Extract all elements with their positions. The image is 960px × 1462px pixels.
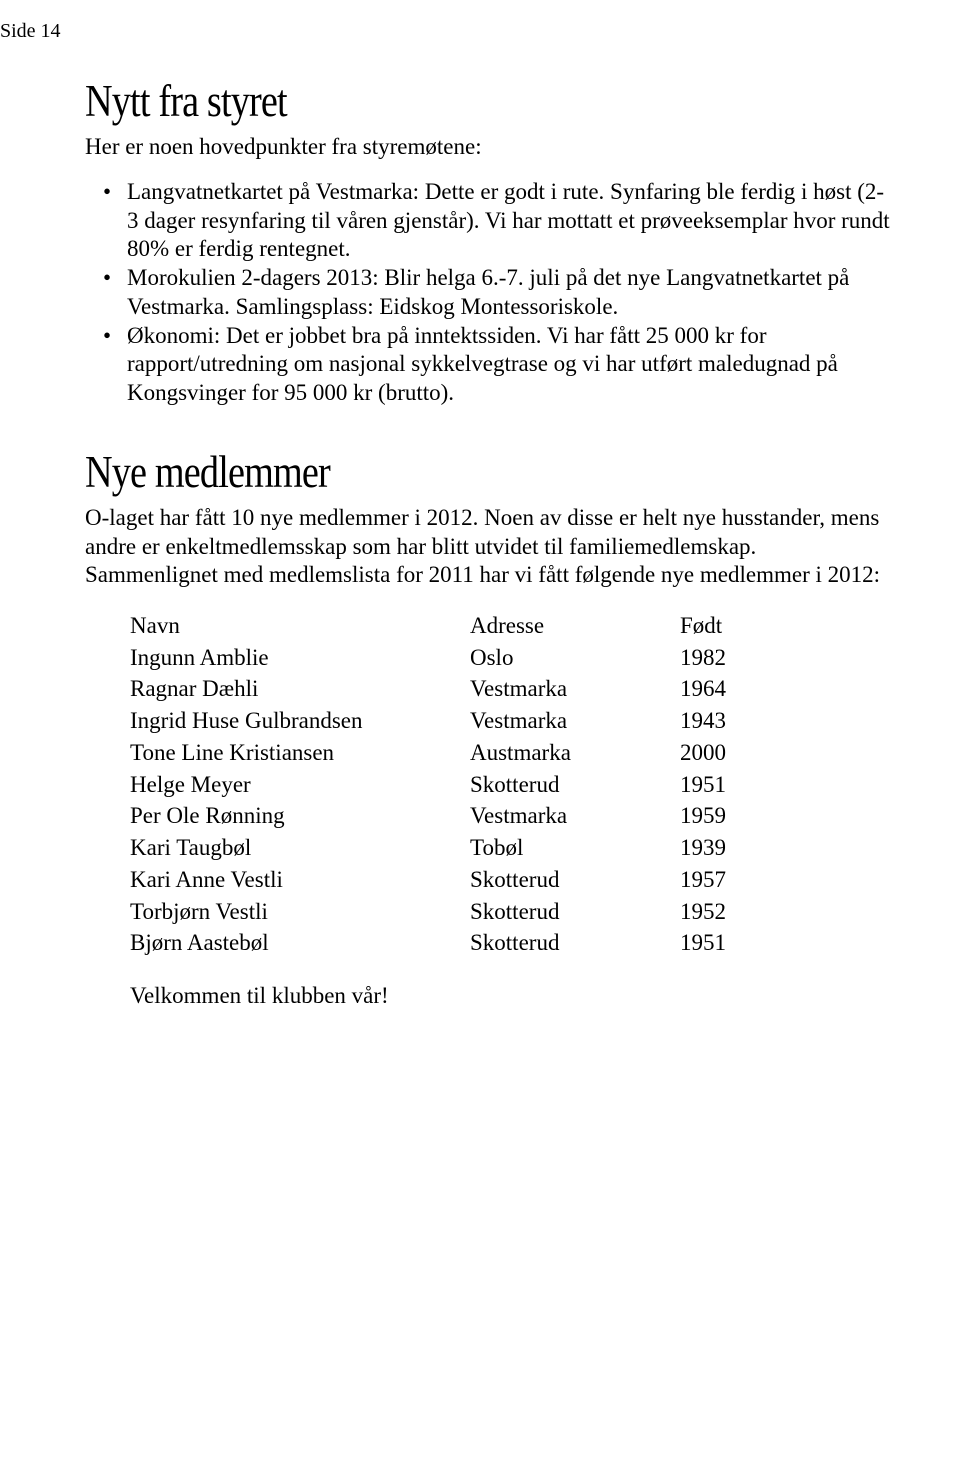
cell-address: Skotterud [470, 927, 680, 959]
cell-address: Skotterud [470, 769, 680, 801]
table-row: Bjørn Aastebøl Skotterud 1951 [130, 927, 890, 959]
section1-bullets: Langvatnetkartet på Vestmarka: Dette er … [85, 178, 890, 408]
cell-born: 1952 [680, 896, 770, 928]
cell-address: Skotterud [470, 864, 680, 896]
cell-name: Per Ole Rønning [130, 800, 470, 832]
table-row: Kari Anne Vestli Skotterud 1957 [130, 864, 890, 896]
cell-name: Bjørn Aastebøl [130, 927, 470, 959]
closing-text: Velkommen til klubben vår! [130, 983, 890, 1009]
table-row: Helge Meyer Skotterud 1951 [130, 769, 890, 801]
section1-heading: Nytt fra styret [85, 75, 769, 127]
bullet-item: Morokulien 2-dagers 2013: Blir helga 6.-… [85, 264, 890, 322]
section2-body: O-laget har fått 10 nye medlemmer i 2012… [85, 504, 890, 590]
cell-name: Helge Meyer [130, 769, 470, 801]
table-header-name: Navn [130, 610, 470, 642]
cell-born: 1943 [680, 705, 770, 737]
cell-name: Tone Line Kristiansen [130, 737, 470, 769]
cell-address: Vestmarka [470, 705, 680, 737]
bullet-item: Langvatnetkartet på Vestmarka: Dette er … [85, 178, 890, 264]
cell-name: Ingrid Huse Gulbrandsen [130, 705, 470, 737]
cell-name: Kari Anne Vestli [130, 864, 470, 896]
cell-born: 1957 [680, 864, 770, 896]
cell-born: 1964 [680, 673, 770, 705]
table-row: Ingunn Amblie Oslo 1982 [130, 642, 890, 674]
table-header-address: Adresse [470, 610, 680, 642]
table-row: Kari Taugbøl Tobøl 1939 [130, 832, 890, 864]
table-row: Per Ole Rønning Vestmarka 1959 [130, 800, 890, 832]
cell-born: 2000 [680, 737, 770, 769]
cell-address: Oslo [470, 642, 680, 674]
cell-address: Tobøl [470, 832, 680, 864]
cell-name: Ragnar Dæhli [130, 673, 470, 705]
table-header-row: Navn Adresse Født [130, 610, 890, 642]
cell-born: 1951 [680, 769, 770, 801]
table-header-born: Født [680, 610, 770, 642]
cell-address: Vestmarka [470, 673, 680, 705]
cell-address: Vestmarka [470, 800, 680, 832]
cell-address: Austmarka [470, 737, 680, 769]
cell-born: 1939 [680, 832, 770, 864]
section2-heading: Nye medlemmer [85, 446, 769, 498]
cell-address: Skotterud [470, 896, 680, 928]
cell-name: Kari Taugbøl [130, 832, 470, 864]
content-area: Nytt fra styret Her er noen hovedpunkter… [85, 75, 890, 1009]
table-row: Torbjørn Vestli Skotterud 1952 [130, 896, 890, 928]
page-number: Side 14 [0, 20, 890, 43]
table-row: Tone Line Kristiansen Austmarka 2000 [130, 737, 890, 769]
table-row: Ingrid Huse Gulbrandsen Vestmarka 1943 [130, 705, 890, 737]
cell-born: 1982 [680, 642, 770, 674]
cell-name: Ingunn Amblie [130, 642, 470, 674]
cell-name: Torbjørn Vestli [130, 896, 470, 928]
table-row: Ragnar Dæhli Vestmarka 1964 [130, 673, 890, 705]
members-table: Navn Adresse Født Ingunn Amblie Oslo 198… [130, 610, 890, 959]
cell-born: 1951 [680, 927, 770, 959]
cell-born: 1959 [680, 800, 770, 832]
bullet-item: Økonomi: Det er jobbet bra på inntektssi… [85, 322, 890, 408]
section1-intro: Her er noen hovedpunkter fra styremøtene… [85, 133, 890, 162]
